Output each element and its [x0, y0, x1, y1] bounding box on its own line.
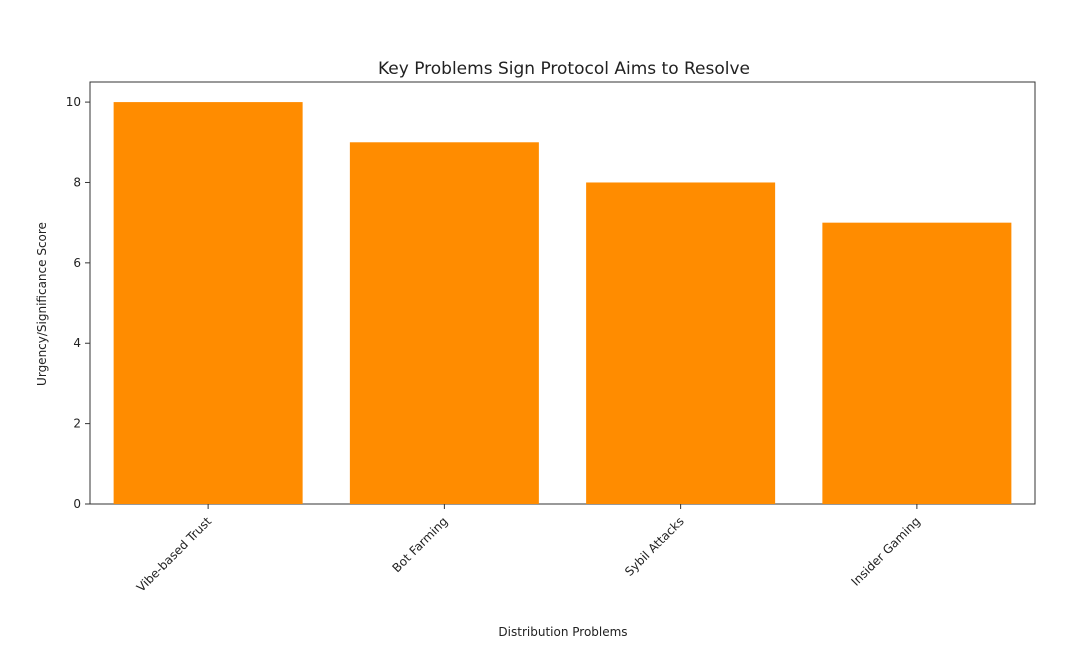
bar-sybil-attacks [586, 182, 776, 504]
plot-area [89, 81, 1036, 505]
x-tick-label: Insider Gaming [848, 514, 923, 589]
x-axis-label: Distribution Problems [498, 625, 627, 639]
y-tick-label: 8 [73, 175, 81, 189]
y-tick-label: 0 [73, 497, 81, 511]
y-tick-label: 2 [73, 417, 81, 431]
bars-group [113, 102, 1012, 505]
x-tick-label: Bot Farming [390, 514, 451, 575]
y-tick-label: 10 [66, 95, 81, 109]
x-tick-label: Sybil Attacks [622, 514, 687, 579]
x-tick-label: Vibe-based Trust [134, 514, 215, 595]
y-tick-label: 6 [73, 256, 81, 270]
x-axis-ticks: Vibe-based Trust Bot Farming Sybil Attacks… [134, 504, 923, 595]
y-axis-ticks: 0 2 4 6 8 10 [66, 95, 90, 511]
plot-border [89, 81, 1036, 505]
y-axis-label: Urgency/Significance Score [35, 222, 49, 386]
y-tick-label: 4 [73, 336, 81, 350]
bar-bot-farming [349, 142, 539, 505]
chart-title: Key Problems Sign Protocol Aims to Resol… [378, 59, 750, 79]
bar-vibe-based-trust [113, 102, 303, 504]
bar-insider-gaming [822, 222, 1012, 504]
